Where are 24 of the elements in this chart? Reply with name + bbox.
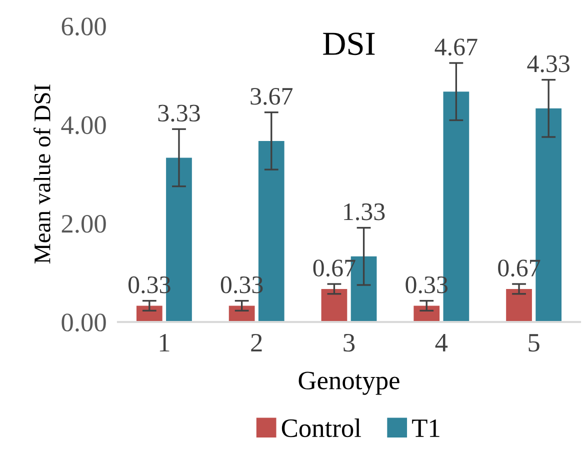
bar bbox=[506, 288, 532, 322]
bar bbox=[414, 306, 440, 322]
bar bbox=[228, 306, 255, 322]
x-tick-label: 3 bbox=[344, 334, 355, 352]
x-axis-title: Genotype bbox=[298, 372, 400, 395]
bar bbox=[321, 288, 348, 322]
chart-title: DSI bbox=[323, 32, 375, 56]
bar bbox=[136, 306, 162, 322]
x-tick-label: 4 bbox=[435, 334, 448, 352]
legend-label: T1 bbox=[412, 419, 440, 437]
y-axis-title: Mean value of DSI bbox=[34, 84, 50, 264]
data-label: 1.33 bbox=[344, 203, 385, 220]
y-tick-label: 2.00 bbox=[62, 214, 106, 233]
legend-label: Control bbox=[282, 418, 361, 438]
x-tick-label: 2 bbox=[251, 334, 262, 352]
x-tick-label: 5 bbox=[528, 334, 540, 352]
y-tick-label: 4.00 bbox=[61, 116, 106, 134]
y-tick-label: 0.00 bbox=[62, 314, 106, 332]
data-label: 4.67 bbox=[434, 38, 478, 56]
y-tick-label: 6.00 bbox=[62, 18, 106, 36]
data-label: 3.67 bbox=[250, 88, 293, 105]
data-label: 3.33 bbox=[158, 104, 200, 122]
data-label: 4.33 bbox=[527, 55, 570, 72]
x-tick-label: 1 bbox=[160, 334, 170, 352]
